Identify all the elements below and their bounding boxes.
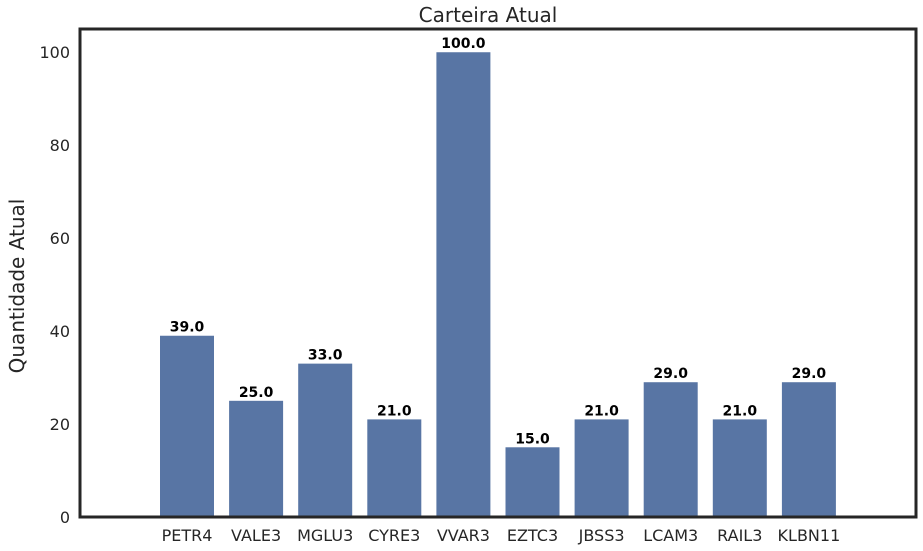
y-tick-label: 0 xyxy=(60,508,70,527)
bar-value-label: 29.0 xyxy=(653,366,688,382)
bar xyxy=(229,400,284,517)
y-tick-label: 100 xyxy=(39,43,70,62)
chart-title: Carteira Atual xyxy=(419,3,558,27)
bar-value-label: 29.0 xyxy=(792,366,827,382)
x-tick-label: LCAM3 xyxy=(643,526,698,545)
bar xyxy=(436,52,491,517)
bar-value-label: 21.0 xyxy=(584,403,619,419)
bar xyxy=(160,335,214,517)
bar xyxy=(712,419,767,517)
x-tick-label: JBSS3 xyxy=(578,526,625,545)
bar-value-label: 21.0 xyxy=(723,403,758,419)
y-tick-label: 40 xyxy=(50,322,70,341)
x-tick-label: KLBN11 xyxy=(778,526,841,545)
bar-value-label: 21.0 xyxy=(377,403,412,419)
y-tick-label: 20 xyxy=(50,415,70,434)
plot-frame xyxy=(78,27,918,519)
bar xyxy=(367,419,422,517)
x-tick-label: VALE3 xyxy=(231,526,281,545)
bar-value-label: 33.0 xyxy=(308,348,343,364)
x-tick-label: RAIL3 xyxy=(717,526,762,545)
bar-value-label: 39.0 xyxy=(170,320,205,336)
y-axis-ticks: 0 20 40 60 80 100 xyxy=(39,43,70,527)
x-tick-label: EZTC3 xyxy=(507,526,558,545)
data-labels: 39.0 25.0 33.0 21.0 100.0 15.0 21.0 29.0 21.0 29.… xyxy=(170,36,827,447)
bar xyxy=(574,419,629,517)
bar-value-label: 100.0 xyxy=(441,36,486,52)
x-tick-label: CYRE3 xyxy=(368,526,420,545)
bars xyxy=(160,52,836,517)
x-tick-label: MGLU3 xyxy=(297,526,353,545)
y-tick-label: 60 xyxy=(50,229,70,248)
x-tick-label: VVAR3 xyxy=(437,526,490,545)
bar-value-label: 25.0 xyxy=(239,385,274,401)
bar xyxy=(643,382,698,517)
y-tick-label: 80 xyxy=(50,136,70,155)
x-tick-label: PETR4 xyxy=(162,526,213,545)
x-axis-ticks: PETR4 VALE3 MGLU3 CYRE3 VVAR3 EZTC3 JBSS3 LCAM3… xyxy=(162,526,841,545)
bar xyxy=(298,363,353,517)
y-axis-label: Quantidade Atual xyxy=(5,199,29,374)
bar-value-label: 15.0 xyxy=(515,431,550,447)
bar xyxy=(505,447,560,517)
bar xyxy=(781,382,836,517)
